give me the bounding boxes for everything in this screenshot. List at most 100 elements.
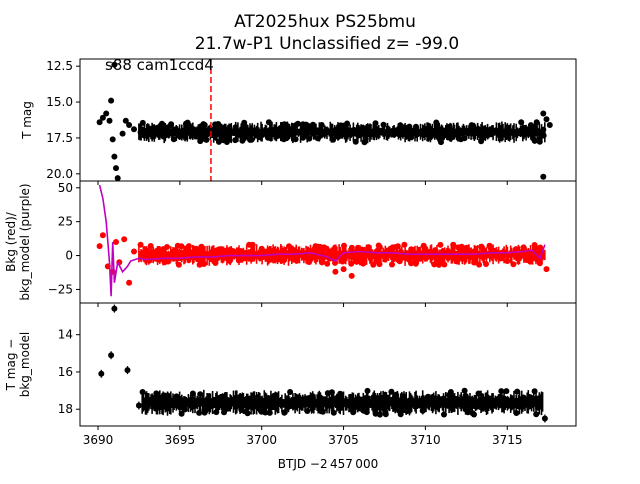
x-tick-label: 3710 [410,433,441,447]
data-point-middle [478,243,485,250]
data-point-top [487,126,494,133]
y-tick-label: −25 [48,282,73,296]
data-point-top [540,126,547,133]
data-point-top [350,128,356,135]
data-point-top [504,124,511,131]
data-point-top [212,121,219,128]
data-point-bottom [270,402,277,409]
panel-middle: 50 25 0 −25 Bkg (red)/bkg_model (purple) [4,180,577,307]
data-point-bottom [471,411,477,418]
data-point-top [344,120,351,127]
data-point-top [300,134,306,141]
data-point-bottom [459,402,466,409]
x-axis-label: BTJD −2 457 000 [278,457,378,471]
data-point-bottom [441,411,447,418]
data-point-middle [438,258,445,264]
data-point-middle [286,243,292,250]
data-point-top [203,131,210,138]
data-point-top [310,121,316,128]
data-point-top [372,120,379,127]
data-point-middle [396,253,403,260]
data-point-top [300,121,306,128]
data-point-top [232,124,239,131]
y-tick-label: 25 [58,215,73,229]
data-point-top [160,133,167,140]
data-point-middle [471,256,478,263]
data-point-top [232,137,239,144]
data-point-top [471,126,478,133]
y-tick-label: 15.0 [46,95,73,109]
y-tick-label: 14 [58,328,73,342]
annotation-text: s88 cam1ccd4 [105,56,214,74]
data-point-middle [543,266,550,273]
data-point-top [536,135,543,142]
data-point-top [303,130,310,137]
data-point-top [226,130,232,137]
data-point-middle [510,261,517,268]
data-point-top [468,122,475,129]
data-point-middle [323,245,330,252]
data-point-middle [537,244,544,251]
data-point-middle [340,266,347,273]
data-point-top [275,127,282,134]
data-point-top [306,135,313,142]
data-point-top [500,129,507,136]
data-point-top [543,116,550,123]
data-point-bottom [213,396,220,403]
data-point-middle [318,259,325,266]
data-point-bottom [321,396,328,403]
data-point-middle [504,258,511,264]
data-point-middle [324,260,331,267]
data-point-top [197,138,204,145]
data-point-middle [373,258,380,264]
data-point-top [518,119,525,126]
x-tick-label: 3705 [328,433,359,447]
data-point-bottom [535,404,541,411]
data-point-bottom [330,409,337,416]
data-point-top [457,136,464,143]
data-point-top [318,122,325,128]
data-point-middle [226,258,233,264]
data-point-bottom [444,402,451,409]
panel-bottom: 14 16 18 3690 3695 3700 3705 3710 3715 T mag − bkg… [4,302,577,447]
data-point-bottom [244,410,251,417]
data-point-bottom [400,393,407,400]
data-point-middle [439,248,446,255]
data-point-bottom [189,390,196,397]
data-point-bottom [165,393,172,400]
data-point-middle [406,256,412,263]
data-point-bottom [364,387,371,394]
data-point-bottom [178,410,185,417]
data-point-top [361,139,368,146]
data-point-top [380,121,387,128]
data-point-top [234,131,241,138]
data-point-top [150,133,157,140]
data-point-middle [353,258,360,265]
plot-area-bottom [98,304,548,423]
data-point-top [406,127,412,134]
data-point-top [207,125,213,132]
data-point-middle [365,245,372,251]
data-point-bottom [514,388,521,395]
data-point-top [438,139,444,146]
data-point-middle [242,255,249,262]
data-point-bottom [516,403,523,410]
data-point-middle [332,268,339,275]
data-point-top [111,61,118,68]
data-point-middle [422,245,429,252]
data-point-top [219,125,226,132]
data-point-top [478,138,485,145]
data-point-top [241,119,248,126]
y-tick-label: 18 [58,402,73,416]
data-point-top [389,127,396,134]
data-point-middle [532,245,538,252]
data-point-middle [288,254,295,261]
data-point-top [242,129,249,136]
data-point-middle [209,256,216,263]
x-tick-label: 3690 [83,433,114,447]
data-point-top [113,165,119,172]
data-point-top [159,120,165,127]
data-point-middle [339,258,346,265]
data-point-bottom [225,397,232,404]
